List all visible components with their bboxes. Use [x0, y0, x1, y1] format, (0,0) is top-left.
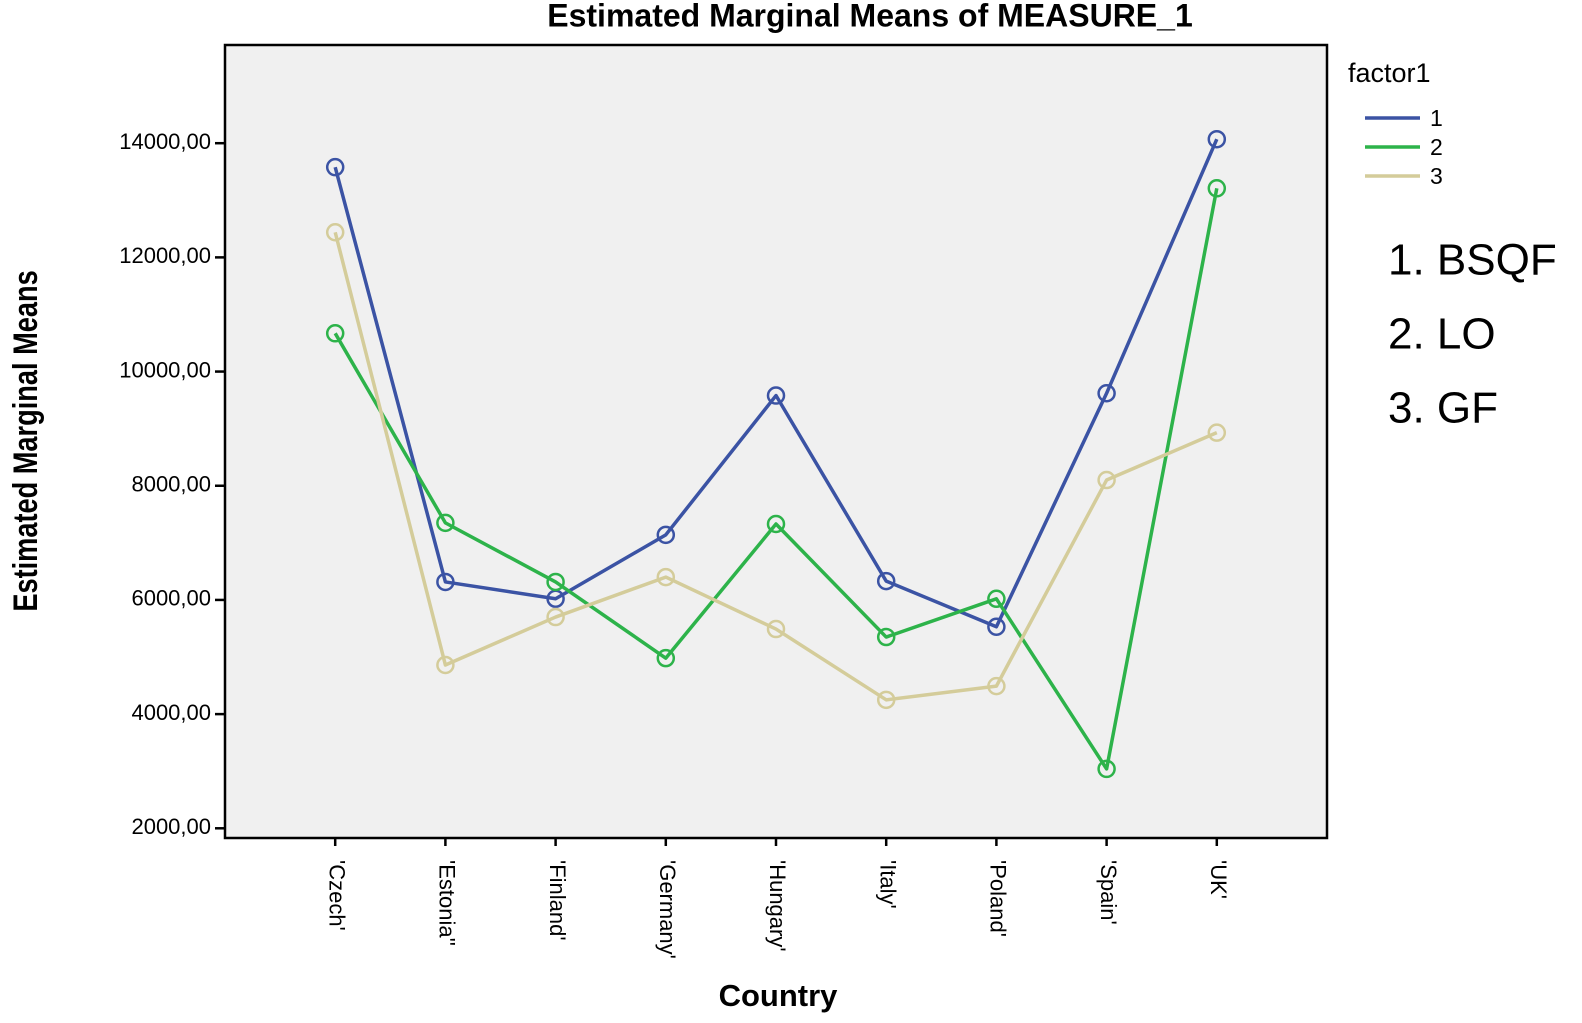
y-tick-label: 10000,00: [119, 357, 211, 382]
point-marker: [987, 589, 1006, 609]
y-axis-label: Estimated Marginal Means: [6, 270, 45, 611]
point-marker: [325, 324, 345, 343]
point-marker: [656, 567, 676, 587]
point-marker: [325, 157, 345, 177]
x-tick-label: 'Estonia'': [435, 860, 460, 946]
point-marker: [876, 690, 896, 710]
x-tick-label: 'Italy': [875, 860, 900, 909]
point-marker: [987, 676, 1006, 696]
point-marker: [1097, 470, 1116, 490]
point-marker: [876, 571, 896, 591]
legend-label: 3: [1430, 163, 1443, 189]
x-tick-label: 'Poland': [986, 860, 1011, 937]
legend-label: 1: [1430, 105, 1443, 131]
point-marker: [1207, 423, 1227, 442]
point-marker: [766, 386, 786, 405]
x-tick-label: 'Spain': [1096, 860, 1121, 925]
point-marker: [876, 627, 896, 647]
point-marker: [1207, 129, 1227, 149]
x-tick-label: 'Finland': [545, 860, 570, 941]
point-marker: [546, 572, 565, 592]
annotation: 2. LO: [1388, 310, 1496, 359]
point-marker: [1207, 179, 1227, 198]
point-marker: [436, 572, 455, 592]
legend-title: factor1: [1348, 58, 1431, 88]
point-marker: [656, 525, 676, 545]
x-axis-label: Country: [719, 978, 839, 1013]
chart-title: Estimated Marginal Means of MEASURE_1: [547, 0, 1192, 33]
series-line: [333, 138, 1219, 629]
point-marker: [1097, 759, 1116, 779]
y-tick-label: 4000,00: [131, 700, 211, 725]
point-marker: [436, 513, 455, 533]
legend-label: 2: [1430, 134, 1443, 160]
point-marker: [766, 619, 786, 639]
point-marker: [1097, 384, 1116, 403]
point-marker: [325, 223, 345, 242]
point-marker: [436, 655, 455, 675]
x-tick-label: 'Hungary': [765, 860, 790, 952]
y-tick-label: 8000,00: [131, 472, 211, 497]
y-tick-label: 14000,00: [119, 129, 211, 154]
y-tick-label: 6000,00: [131, 586, 211, 611]
point-marker: [987, 617, 1006, 637]
series-line: [333, 231, 1218, 702]
annotation: 1. BSQF: [1388, 236, 1557, 285]
series-line: [333, 187, 1219, 771]
x-tick-label: 'UK': [1206, 860, 1231, 899]
y-tick-label: 2000,00: [131, 814, 211, 839]
x-tick-label: 'Germany': [655, 860, 680, 959]
annotation: 3. GF: [1388, 384, 1498, 433]
point-marker: [656, 648, 676, 668]
y-tick-label: 12000,00: [119, 243, 211, 268]
plot-area: [223, 43, 1329, 840]
point-marker: [766, 514, 786, 534]
x-tick-label: 'Czech': [324, 860, 349, 931]
point-marker: [546, 607, 565, 627]
